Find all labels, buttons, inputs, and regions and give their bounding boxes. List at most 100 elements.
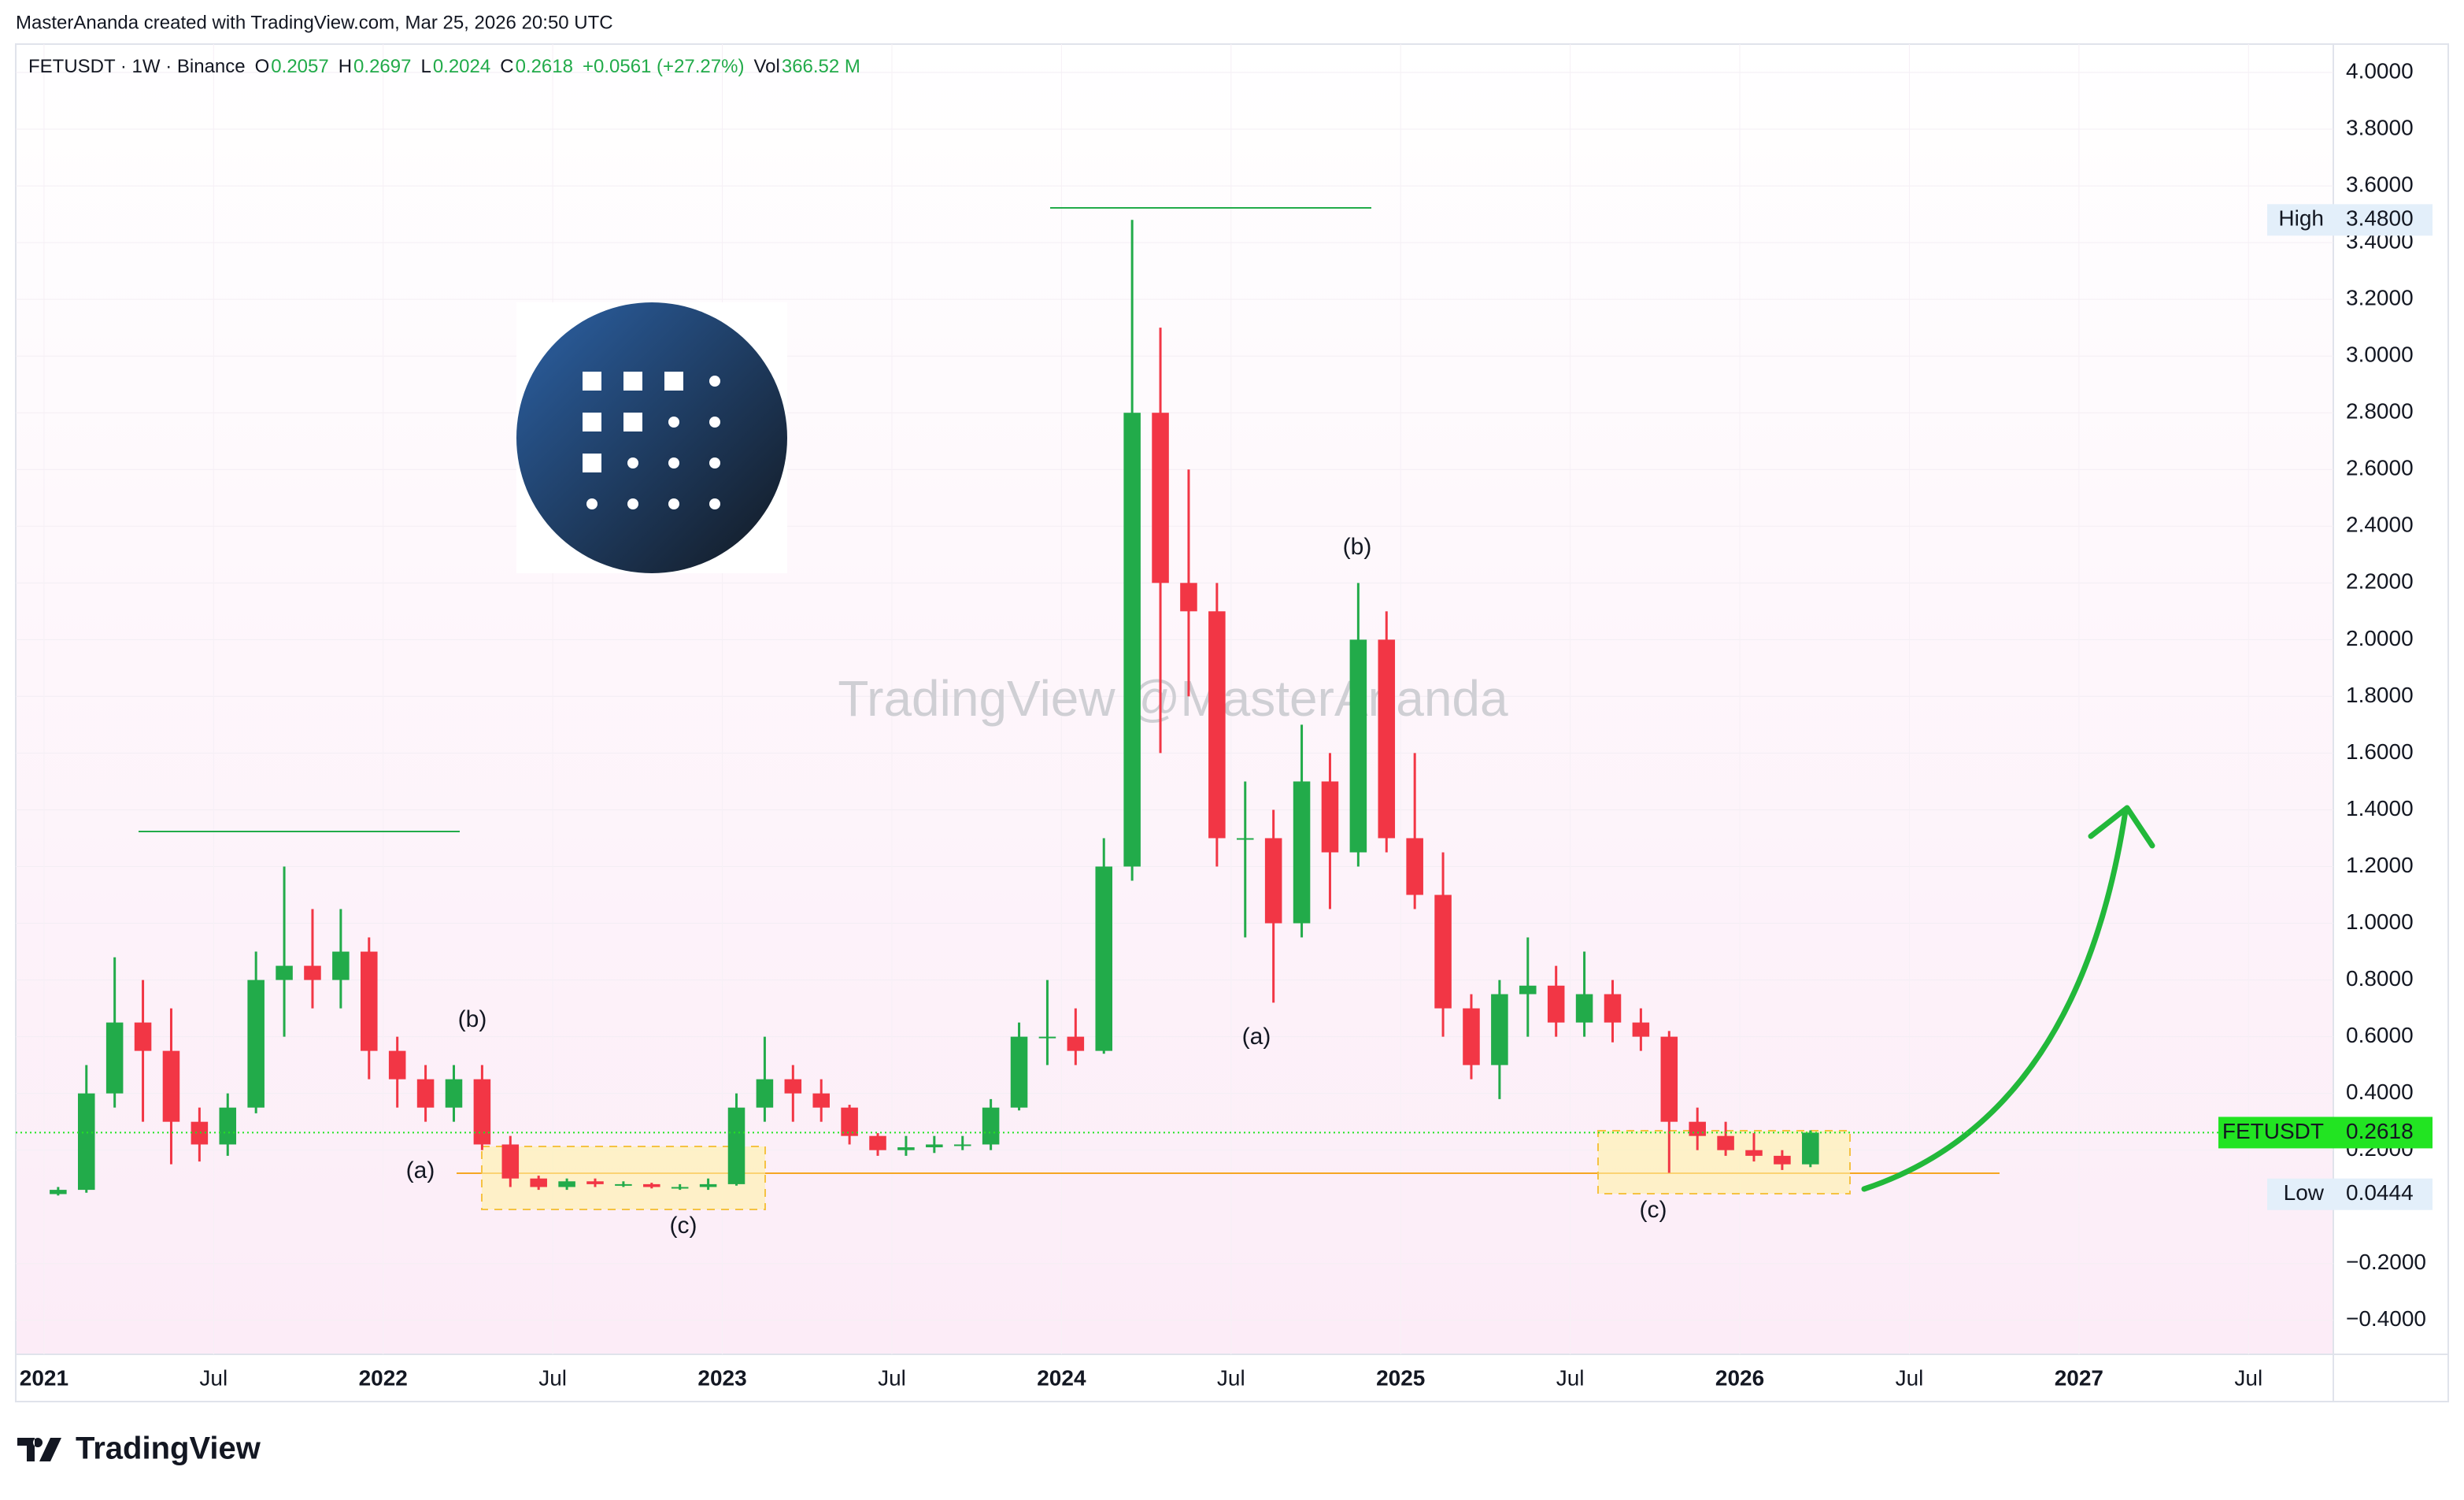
- credit: MasterAnanda created with TradingView.co…: [16, 12, 613, 33]
- candle-body: [1575, 994, 1593, 1023]
- x-tick-label: Jul: [1217, 1365, 1245, 1390]
- y-tick-label: 2.2000: [2346, 569, 2414, 594]
- candle-body: [134, 1022, 152, 1051]
- y-tick-label: 3.0000: [2346, 343, 2414, 367]
- legend-value: 0.2024: [433, 56, 490, 77]
- candle-body: [615, 1183, 632, 1186]
- x-tick-label: 2023: [697, 1365, 746, 1390]
- y-tick-label: −0.2000: [2346, 1250, 2426, 1274]
- legend: FETUSDT · 1W · Binance O0.2057 H0.2697 L0.2…: [28, 56, 860, 77]
- legend-change: +0.0561 (+27.27%): [583, 56, 745, 77]
- candle-body: [953, 1144, 971, 1146]
- candle-body: [530, 1178, 547, 1187]
- candles: [50, 220, 1819, 1196]
- candle-body: [445, 1079, 463, 1108]
- y-tick-label: −0.4000: [2346, 1306, 2426, 1331]
- candle-body: [1208, 611, 1226, 839]
- candle-body: [1604, 994, 1622, 1023]
- price-tag-value: 3.4800: [2346, 206, 2414, 231]
- x-tick-label: 2022: [359, 1365, 408, 1390]
- candle-body: [1689, 1121, 1706, 1136]
- candle-body: [1660, 1036, 1678, 1122]
- x-tick-label: Jul: [1556, 1365, 1585, 1390]
- y-tick-label: 1.2000: [2346, 853, 2414, 877]
- candle-body: [304, 965, 321, 980]
- brand: TradingView: [17, 1431, 261, 1466]
- candle-body: [501, 1144, 520, 1179]
- candle-body: [1406, 838, 1423, 895]
- wave-label: (c): [1640, 1197, 1667, 1223]
- candle-body: [1745, 1150, 1763, 1156]
- y-tick-label: 0.6000: [2346, 1023, 2414, 1047]
- price-tag-name: FETUSDT: [2222, 1119, 2324, 1143]
- x-tick-label: 2025: [1376, 1365, 1425, 1390]
- x-tick-label: Jul: [2234, 1365, 2262, 1390]
- candle-body: [1434, 894, 1452, 1009]
- candle-body: [784, 1079, 802, 1094]
- candle-body: [812, 1093, 830, 1108]
- projection-arrow: [1861, 808, 2129, 1192]
- candle-body: [1802, 1132, 1819, 1165]
- frame: [15, 43, 2449, 1402]
- candle-body: [1038, 1036, 1056, 1039]
- grid: [16, 44, 2333, 1354]
- x-tick-label: 2027: [2055, 1365, 2103, 1390]
- candle-body: [671, 1187, 689, 1189]
- candle-body: [897, 1147, 915, 1150]
- candle-body: [473, 1079, 491, 1145]
- candle-body: [388, 1050, 406, 1080]
- candle-body: [1547, 985, 1565, 1023]
- candle-body: [869, 1135, 886, 1150]
- candle-body: [105, 1022, 124, 1094]
- candle-body: [332, 951, 350, 980]
- candle-body: [162, 1050, 180, 1122]
- y-tick-label: 2.8000: [2346, 399, 2414, 424]
- wave-label: (a): [1242, 1024, 1271, 1050]
- project-logo: [516, 302, 787, 573]
- candle-body: [1632, 1022, 1650, 1037]
- candle-body: [1152, 413, 1169, 583]
- wave-labels: (b) (a) (c) (a) (b) (c): [406, 534, 1667, 1239]
- legend-key: L: [420, 56, 431, 77]
- x-tick-label: Jul: [1896, 1365, 1924, 1390]
- candle-body: [1717, 1135, 1734, 1150]
- brand-icon: [17, 1438, 61, 1461]
- candle-body: [1378, 639, 1396, 839]
- arrow-head: [2088, 805, 2155, 849]
- y-tick-label: 1.0000: [2346, 909, 2414, 934]
- candle-body: [1349, 639, 1367, 853]
- candle-body: [1264, 838, 1282, 924]
- price-tag-value: 0.2618: [2346, 1119, 2414, 1143]
- legend-key: H: [339, 56, 352, 77]
- legend-symbol: FETUSDT · 1W · Binance: [28, 56, 246, 77]
- y-tick-label: 4.0000: [2346, 58, 2414, 83]
- axes: 4.00003.80003.60003.40003.20003.00002.80…: [16, 58, 2433, 1390]
- y-tick-label: 2.0000: [2346, 626, 2414, 650]
- candle-body: [191, 1121, 209, 1145]
- y-tick-label: 2.6000: [2346, 456, 2414, 480]
- candle-body: [926, 1144, 943, 1148]
- candle-body: [982, 1107, 1000, 1145]
- legend-value: 0.2618: [516, 56, 573, 77]
- candle-body: [361, 951, 378, 1051]
- wave-label: (b): [458, 1006, 487, 1032]
- support-zone: [481, 1146, 766, 1210]
- y-tick-label: 1.4000: [2346, 796, 2414, 820]
- x-tick-label: Jul: [199, 1365, 228, 1390]
- candle-body: [1293, 781, 1311, 924]
- price-tag: [2218, 1117, 2433, 1149]
- y-tick-label: 0.4000: [2346, 1080, 2414, 1104]
- candle-body: [1491, 994, 1508, 1065]
- candle-body: [841, 1107, 858, 1136]
- candle-body: [1095, 866, 1113, 1051]
- candle-body: [276, 965, 293, 980]
- candle-body: [1067, 1036, 1085, 1051]
- y-tick-label: 0.8000: [2346, 966, 2414, 991]
- legend-key: O: [255, 56, 270, 77]
- candle-body: [1236, 838, 1254, 840]
- candle-body: [1519, 985, 1537, 994]
- logo-dots: [583, 372, 720, 509]
- x-tick-label: 2024: [1037, 1365, 1086, 1390]
